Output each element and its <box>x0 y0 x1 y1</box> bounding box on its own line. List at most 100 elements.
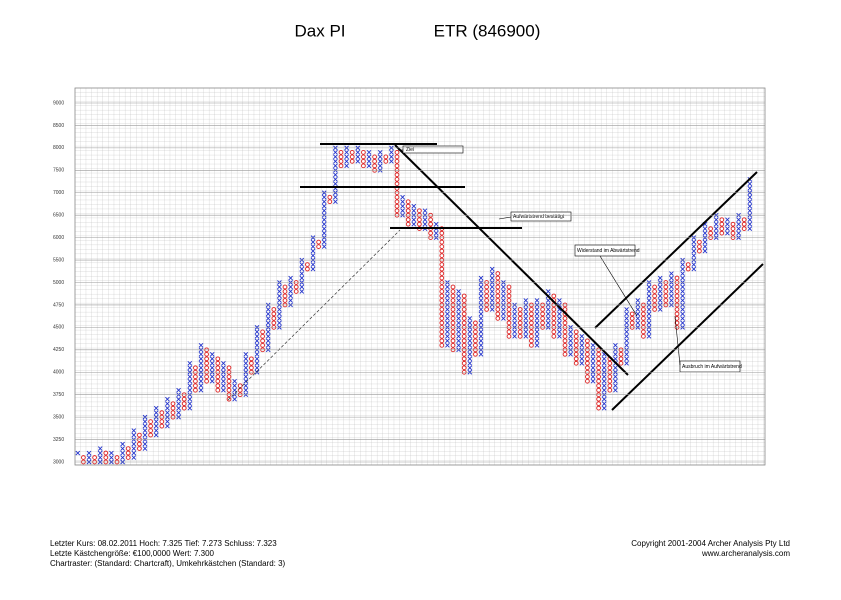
o-box <box>215 383 221 389</box>
o-box <box>473 338 478 344</box>
o-box <box>439 239 445 245</box>
x-box <box>153 410 159 415</box>
x-box <box>557 334 562 339</box>
o-box <box>484 307 489 312</box>
x-box <box>265 311 271 317</box>
x-box <box>467 316 473 321</box>
o-box <box>226 374 232 380</box>
o-box <box>338 163 344 169</box>
x-box <box>534 334 540 339</box>
x-column <box>624 307 629 366</box>
x-box <box>209 374 215 380</box>
o-box <box>674 275 680 281</box>
o-box <box>271 307 277 312</box>
o-box <box>652 298 657 303</box>
x-box <box>646 311 652 317</box>
x-box <box>310 262 316 267</box>
o-box <box>461 320 467 326</box>
x-box <box>635 298 641 303</box>
x-box <box>669 284 674 290</box>
o-box <box>181 401 187 407</box>
x-box <box>209 351 215 357</box>
x-box <box>221 387 226 393</box>
x-box <box>646 320 652 326</box>
o-column <box>305 262 310 272</box>
o-box <box>551 334 557 339</box>
o-box <box>674 307 680 312</box>
o-box <box>607 360 613 366</box>
x-column <box>523 298 529 339</box>
o-box <box>170 405 176 411</box>
x-box <box>411 208 417 214</box>
x-box <box>310 253 316 258</box>
o-box <box>629 311 635 317</box>
o-box <box>719 230 725 236</box>
x-box <box>445 311 450 317</box>
x-box <box>478 311 484 317</box>
x-box <box>221 360 226 366</box>
y-tick-label: 3000 <box>53 459 64 465</box>
x-box <box>613 383 618 389</box>
x-box <box>411 203 417 209</box>
x-box <box>165 419 170 424</box>
x-box <box>702 244 708 249</box>
x-column <box>243 351 249 398</box>
x-box <box>277 298 282 303</box>
o-box <box>540 320 545 326</box>
x-box <box>321 221 327 227</box>
x-box <box>377 150 383 155</box>
x-box <box>198 378 204 384</box>
o-box <box>450 316 456 321</box>
x-box <box>736 230 741 236</box>
o-box <box>641 316 646 321</box>
x-box <box>747 203 753 209</box>
x-box <box>635 320 641 326</box>
x-box <box>725 221 730 227</box>
o-box <box>450 311 456 317</box>
o-box <box>607 387 613 393</box>
o-box <box>596 360 601 366</box>
x-box <box>613 351 618 357</box>
o-box <box>529 338 534 344</box>
x-box <box>680 266 685 272</box>
x-box <box>400 203 405 209</box>
x-box <box>321 208 327 214</box>
o-box <box>607 374 613 380</box>
x-box <box>624 360 629 366</box>
x-box <box>176 396 181 402</box>
x-box <box>142 423 148 429</box>
x-box <box>254 356 260 362</box>
o-box <box>484 289 489 294</box>
x-box <box>187 360 193 366</box>
x-column <box>489 266 495 312</box>
o-box <box>473 320 478 326</box>
o-box <box>372 154 377 160</box>
o-box <box>260 342 265 348</box>
x-box <box>422 217 428 222</box>
x-box <box>646 293 652 299</box>
x-box <box>265 329 271 335</box>
x-column <box>366 150 372 169</box>
x-box <box>646 284 652 290</box>
x-box <box>613 365 618 371</box>
x-box <box>680 275 685 281</box>
x-box <box>523 307 529 312</box>
x-box <box>478 329 484 335</box>
o-box <box>585 356 590 362</box>
x-box <box>109 455 114 460</box>
o-box <box>450 289 456 294</box>
o-box <box>428 221 433 227</box>
o-box <box>170 401 176 407</box>
x-box <box>669 275 674 281</box>
x-box <box>310 266 316 272</box>
o-column <box>719 217 725 236</box>
x-box <box>445 289 450 294</box>
o-box <box>215 378 221 384</box>
o-box <box>674 284 680 290</box>
y-tick-label: 3500 <box>53 414 64 420</box>
x-box <box>680 311 685 317</box>
x-box <box>153 428 159 433</box>
x-box <box>366 163 372 169</box>
o-box <box>506 284 512 290</box>
o-box <box>417 217 422 223</box>
